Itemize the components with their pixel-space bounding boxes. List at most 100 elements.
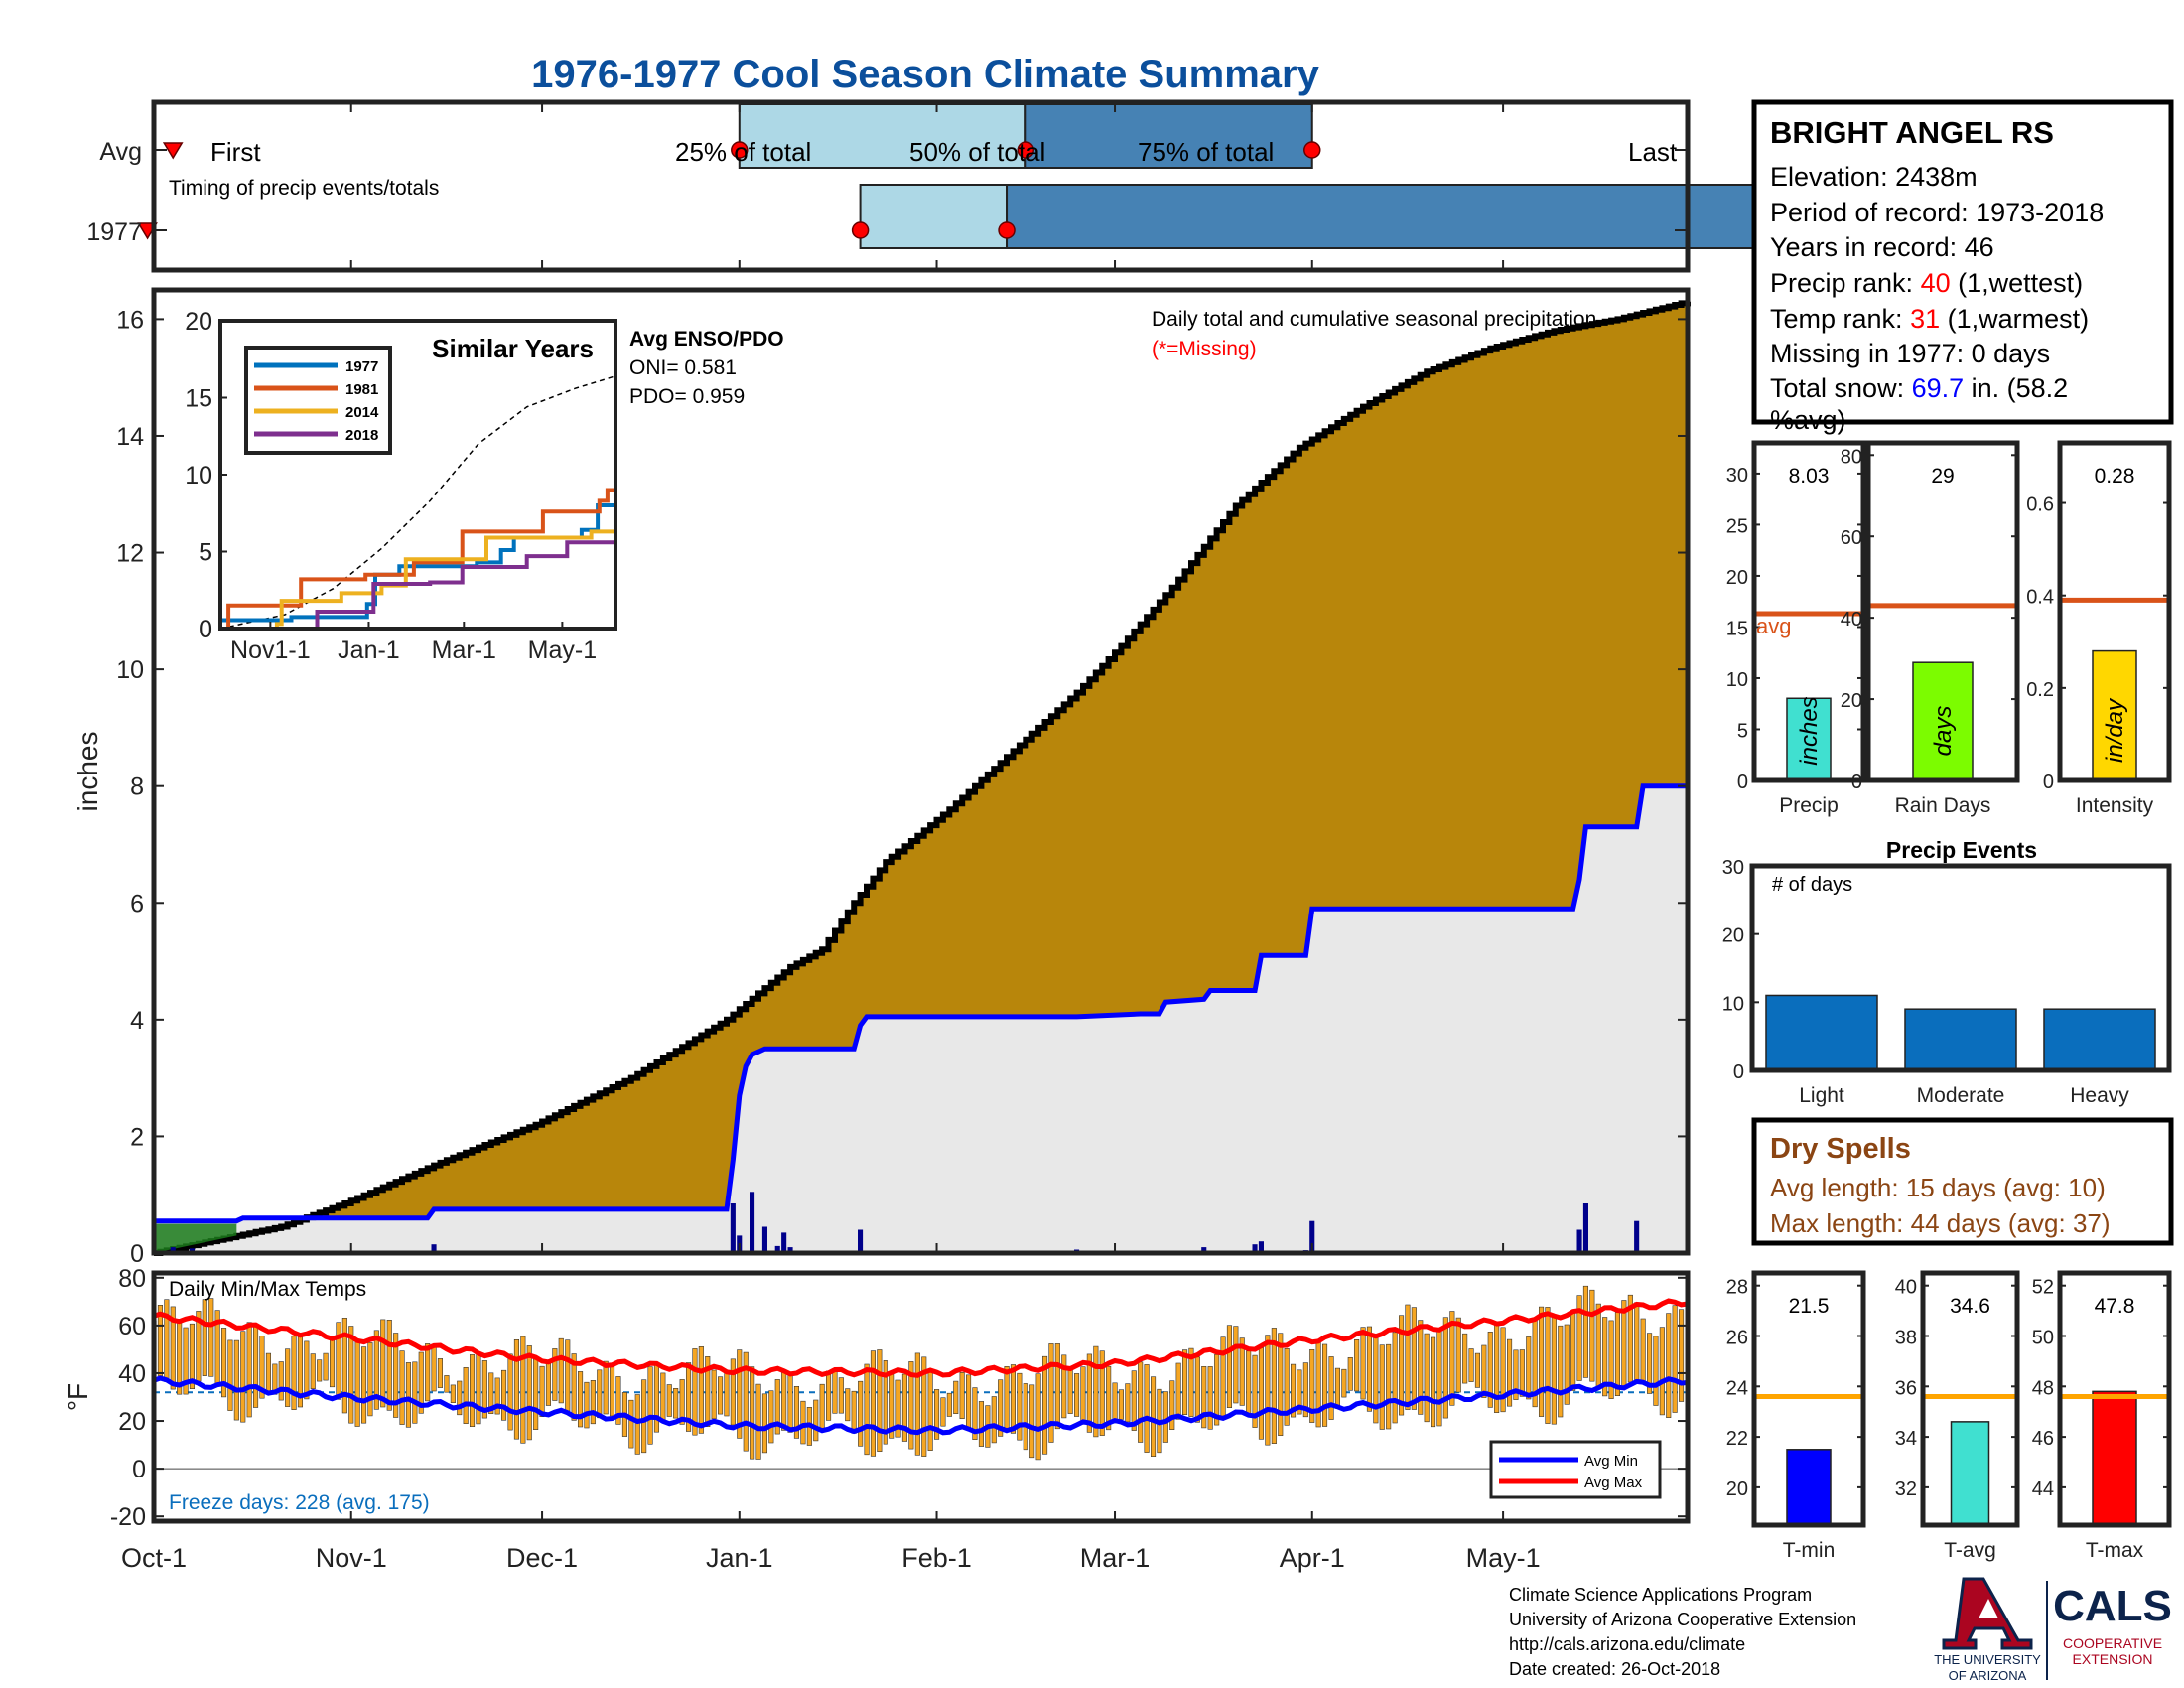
daily-temp-bar: [1315, 1340, 1321, 1428]
daily-temp-bar: [558, 1337, 564, 1404]
precip-summary-0-avg-label: avg: [1756, 614, 1791, 638]
daily-temp-bar: [901, 1373, 908, 1442]
daily-temp-bar: [1442, 1317, 1448, 1419]
event-category-label: Light: [1799, 1084, 1844, 1107]
daily-temp-bar: [310, 1353, 316, 1389]
daily-temp-bar: [1144, 1364, 1150, 1453]
daily-temp-bar: [1086, 1353, 1092, 1433]
precip-summary-2-ytick-label: 0.6: [2026, 494, 2054, 516]
temp-title: Daily Min/Max Temps: [169, 1278, 366, 1301]
daily-temp-bar: [500, 1369, 507, 1421]
daily-temp-bar: [1099, 1350, 1105, 1436]
dry-spells-avg: Avg length: 15 days (avg: 10): [1770, 1173, 2106, 1202]
daily-temp-bar: [1360, 1327, 1366, 1400]
daily-temp-bar: [634, 1394, 640, 1455]
ua-line2: OF ARIZONA: [1949, 1668, 2027, 1683]
daily-temp-bar: [1004, 1366, 1010, 1433]
cumulative-1977-line: [154, 783, 1688, 1224]
daily-temp-bar: [1634, 1302, 1640, 1380]
precip-summary-1-ytick-label: 80: [1841, 446, 1862, 468]
daily-temp-bar: [1621, 1300, 1627, 1390]
precip-summary-0-value-bar: [1786, 697, 1832, 781]
precip-summary-bars: 0 5 10 15 20 25 30 8.03 Precip inches avg 0 20 40 60 80…: [1726, 440, 2172, 817]
daily-temp-bar: [641, 1379, 647, 1454]
daily-temp-bar: [1379, 1344, 1385, 1430]
daily-temp-bar: [1513, 1349, 1519, 1400]
legend-label-1977: 1977: [345, 358, 378, 375]
timing-caption: Timing of precip events/totals: [169, 177, 439, 200]
temp-summary-1: 32 34 36 38 40 34.6 T-avg: [1895, 1270, 2020, 1562]
daily-temp-bar: [603, 1360, 609, 1415]
daily-temp-bar: [565, 1339, 571, 1412]
daily-temp-bar: [692, 1348, 698, 1436]
dry-spells-title: Dry Spells: [1770, 1133, 1911, 1165]
daily-temp-bar: [1659, 1327, 1665, 1416]
precip-summary-2-unit-label: in/day: [2102, 697, 2128, 763]
legend-label-2018: 2018: [345, 427, 378, 444]
similar-years-title: Similar Years: [432, 334, 594, 363]
station-info-box: BRIGHT ANGEL RS Elevation: 2438m Period …: [1751, 99, 2174, 435]
footer-line1: Climate Science Applications Program: [1509, 1585, 1812, 1605]
daily-temp-bar: [1151, 1376, 1157, 1457]
daily-temp-bar: [1589, 1289, 1595, 1382]
daily-precip-bar: [781, 1232, 787, 1253]
daily-temp-bar: [1029, 1384, 1035, 1459]
daily-temp-bar: [953, 1380, 959, 1414]
daily-temp-bar: [1182, 1349, 1188, 1415]
month-axis: Oct-1 Nov-1 Dec-1 Jan-1 Feb-1 Mar-1 Apr-1 May-1: [121, 1511, 1541, 1573]
daily-temp-bar: [1125, 1383, 1131, 1423]
precip-summary-2-ytick-label: 0: [2043, 772, 2054, 793]
daily-temp-bar: [998, 1379, 1004, 1437]
daily-temp-bar: [437, 1358, 444, 1388]
precip-summary-1-value-bar: [1912, 661, 1974, 781]
daily-temp-bar: [1431, 1336, 1436, 1428]
daily-temp-bar: [360, 1346, 367, 1424]
timing-1977-quartile-marker: [851, 221, 870, 239]
daily-temp-bar: [1474, 1352, 1480, 1388]
daily-temp-bar: [507, 1353, 513, 1431]
daily-temp-bar: [1424, 1333, 1430, 1423]
cals-logo-text: CALS: [2053, 1582, 2172, 1630]
precip-summary-2-ytick-label: 0.4: [2026, 587, 2054, 609]
event-bar-moderate: [1904, 1008, 2017, 1071]
daily-temp-bar: [1061, 1354, 1067, 1419]
events-ylabel-note: # of days: [1772, 874, 1852, 896]
temp-ytick-label: 0: [132, 1456, 146, 1483]
daily-temp-bar: [750, 1366, 755, 1460]
station-period: Period of record: 1973-2018: [1770, 198, 2104, 227]
main-ytick-label: 16: [116, 306, 144, 334]
temp-summary-2-ytick-label: 52: [2032, 1277, 2054, 1299]
daily-temp-bar: [1640, 1318, 1646, 1384]
precip-summary-2-frame: [2057, 440, 2172, 783]
inset-xtick-label: Nov1-1: [230, 636, 311, 664]
event-category-label: Moderate: [1917, 1084, 2005, 1107]
legend-avg-max: Avg Max: [1584, 1475, 1643, 1491]
temp-summary-0-ytick-label: 28: [1726, 1277, 1748, 1299]
daily-temp-bar: [399, 1350, 405, 1425]
daily-temp-bar: [1175, 1362, 1181, 1420]
temp-summary-1-category-label: T-avg: [1944, 1539, 1996, 1562]
daily-temp-bar: [1258, 1347, 1264, 1440]
precip-summary-1-unit-label: days: [1930, 706, 1957, 757]
timing-avg-label: Avg: [99, 138, 142, 166]
daily-temp-bar: [1309, 1349, 1315, 1423]
event-ytick-label: 0: [1733, 1061, 1744, 1083]
precip-summary-1-ytick-label: 20: [1841, 690, 1862, 712]
daily-temp-bar: [768, 1390, 774, 1444]
daily-temp-bar: [832, 1368, 838, 1414]
main-ytick-label: 12: [116, 540, 144, 568]
daily-temp-bar: [845, 1388, 851, 1422]
daily-temp-bar: [1386, 1343, 1392, 1430]
daily-temp-bar: [1284, 1348, 1290, 1426]
avg-cumulative-outline: [154, 300, 1691, 1256]
daily-precip-bar: [750, 1192, 755, 1253]
precip-summary-2-value-label: 0.28: [2095, 465, 2135, 488]
main-ytick-label: 4: [130, 1007, 144, 1035]
main-ytick-label: 8: [130, 774, 144, 801]
daily-temp-bar: [1106, 1365, 1112, 1431]
daily-precip-bar: [1634, 1220, 1640, 1253]
daily-temp-bar: [336, 1322, 341, 1400]
daily-temp-bar: [851, 1390, 857, 1434]
daily-temp-bar: [1048, 1343, 1054, 1443]
temp-summary-0-ytick-label: 26: [1726, 1328, 1748, 1349]
